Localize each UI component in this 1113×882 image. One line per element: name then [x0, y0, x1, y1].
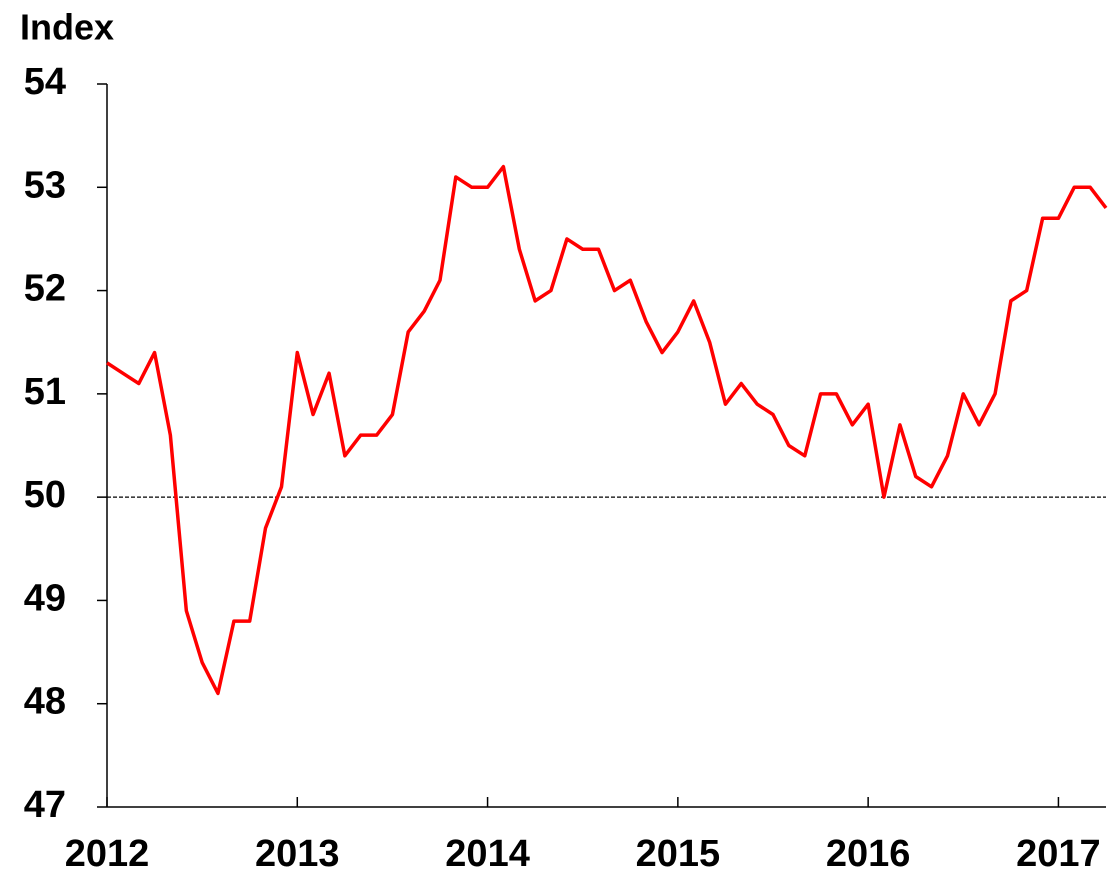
y-tick-label: 53 [24, 164, 66, 206]
x-tick-label: 2012 [65, 833, 150, 875]
x-tick-label: 2015 [636, 833, 721, 875]
y-tick-label: 49 [24, 577, 66, 619]
x-tick-label: 2014 [445, 833, 530, 875]
y-tick-label: 51 [24, 371, 66, 413]
x-tick-label: 2016 [826, 833, 911, 875]
y-axis-label: Index [20, 7, 114, 48]
y-tick-label: 54 [24, 61, 66, 103]
y-tick-label: 52 [24, 268, 66, 310]
data-line [106, 164, 1108, 696]
y-tick-label: 47 [24, 784, 66, 826]
x-tick-label: 2013 [255, 833, 340, 875]
x-tick-label: 2017 [1016, 833, 1101, 875]
y-tick-label: 48 [24, 681, 66, 723]
y-tick-label: 50 [24, 474, 66, 516]
